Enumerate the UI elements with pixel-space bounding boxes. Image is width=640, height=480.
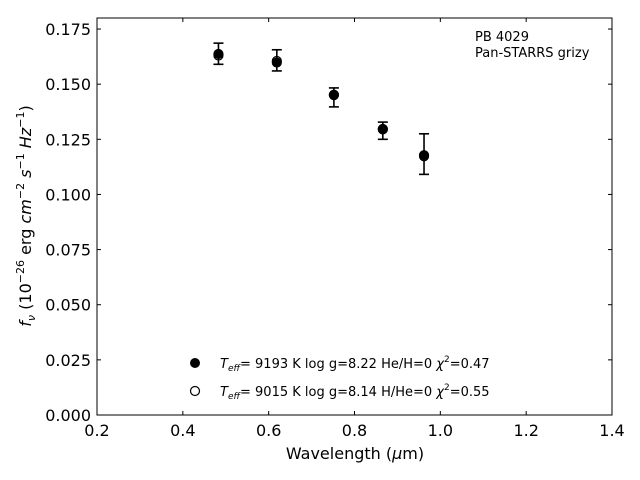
- x-axis-ticks: 0.2 0.4 0.6 0.8 1.0 1.2 1.4: [84, 18, 625, 440]
- y-tick-label: 0.150: [45, 75, 91, 94]
- x-tick-label: 0.8: [342, 421, 367, 440]
- x-tick-label: 0.6: [256, 421, 281, 440]
- y-tick-label: 0.175: [45, 20, 91, 39]
- x-tick-label: 1.2: [513, 421, 538, 440]
- plot-area: [96, 17, 613, 416]
- legend: Teff= 9193 K log g=8.22 He/H=0 χ2=0.47 T…: [189, 355, 490, 402]
- legend-marker-open: [189, 385, 201, 397]
- y-axis-ticks: 0.000 0.025 0.050 0.075 0.100 0.125 0.150 0.175: [45, 20, 612, 425]
- y-tick-label: 0.075: [45, 241, 91, 260]
- open-marker: [328, 89, 339, 100]
- x-tick-label: 0.2: [84, 421, 109, 440]
- annotation-object-name: PB 4029: [475, 30, 529, 45]
- open-marker: [418, 151, 430, 162]
- legend-marker-filled: [190, 358, 200, 368]
- x-axis-label: Wavelength (μm): [286, 444, 424, 463]
- y-tick-label: 0.050: [45, 296, 91, 315]
- x-tick-label: 1.4: [599, 421, 624, 440]
- x-tick-label: 1.0: [428, 421, 453, 440]
- y-tick-label: 0.000: [45, 406, 91, 425]
- open-marker: [213, 50, 224, 61]
- y-tick-label: 0.025: [45, 351, 91, 370]
- y-tick-label: 0.100: [45, 185, 91, 204]
- y-tick-label: 0.125: [45, 130, 91, 149]
- open-marker: [377, 123, 388, 135]
- open-marker: [271, 55, 282, 67]
- legend-entry-filled: Teff= 9193 K log g=8.22 He/H=0 χ2=0.47: [220, 355, 490, 374]
- legend-entry-open: Teff= 9015 K log g=8.14 H/He=0 χ2=0.55: [220, 383, 490, 402]
- y-axis-label: fν (10−26 erg cm−2 s−1 Hz−1): [14, 105, 38, 326]
- x-tick-label: 0.4: [170, 421, 195, 440]
- annotation-filters: Pan-STARRS grizy: [475, 46, 590, 61]
- data-markers: [213, 48, 430, 162]
